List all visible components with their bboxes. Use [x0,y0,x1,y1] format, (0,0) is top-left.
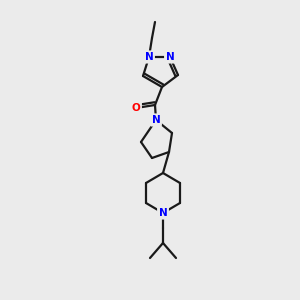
Text: N: N [152,115,160,125]
Text: O: O [132,103,140,113]
Text: N: N [145,52,153,62]
Text: N: N [166,52,174,62]
Text: N: N [159,208,167,218]
